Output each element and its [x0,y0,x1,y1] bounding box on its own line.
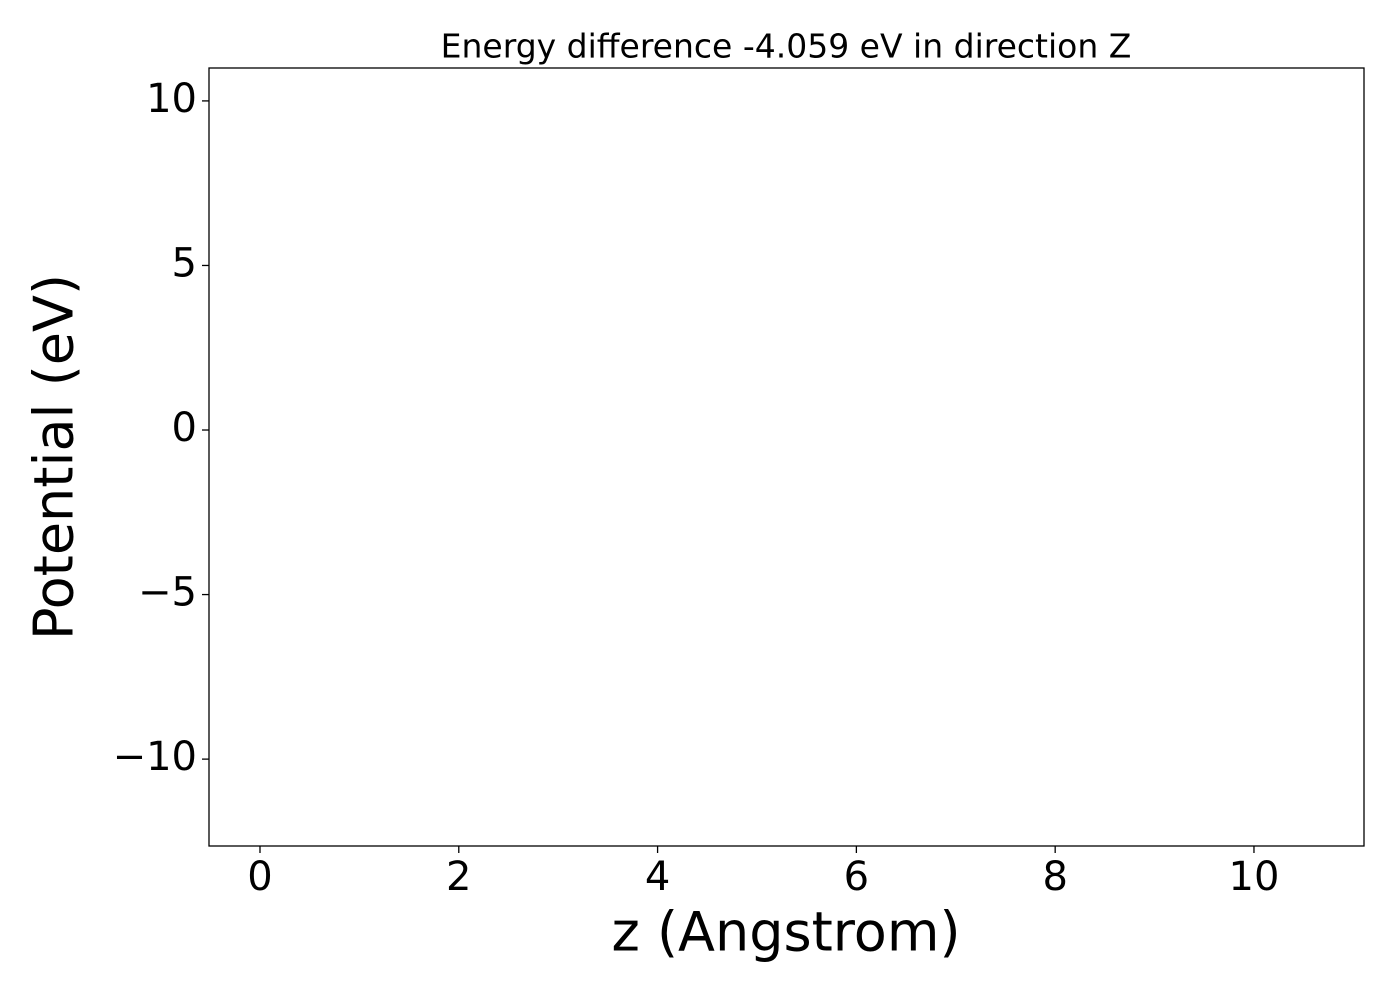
y-tick-label: −10 [113,734,197,780]
plot-frame [208,67,1365,847]
x-tick-label: 4 [645,854,670,900]
y-tick-label: −5 [138,570,197,616]
y-tick-label: 5 [172,240,197,286]
y-tick-label: 10 [146,76,197,122]
chart-title: Energy difference -4.059 eV in direction… [441,27,1132,66]
x-tick-label: 8 [1042,854,1067,900]
x-tick-label: 2 [446,854,471,900]
x-tick-label: 10 [1229,854,1280,900]
x-tick-label: 6 [844,854,869,900]
y-tick-label: 0 [172,405,197,451]
x-axis-label: z (Angstrom) [611,901,960,964]
x-tick-label: 0 [247,854,272,900]
y-axis-label: Potential (eV) [23,274,86,640]
